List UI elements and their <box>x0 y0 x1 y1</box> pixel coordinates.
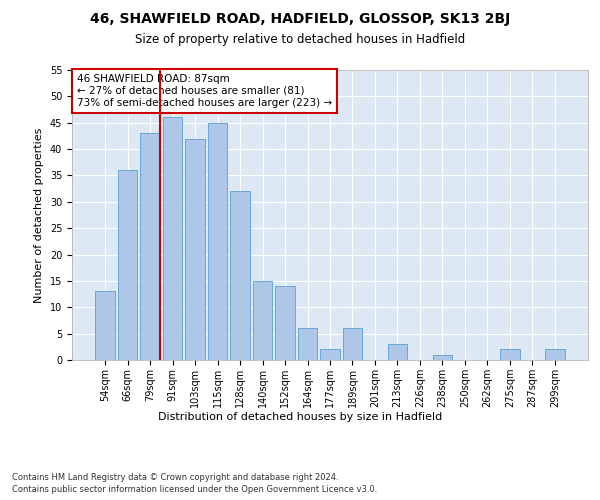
Bar <box>298 328 317 360</box>
Bar <box>545 350 565 360</box>
Bar <box>230 192 250 360</box>
Bar <box>500 350 520 360</box>
Bar <box>388 344 407 360</box>
Bar <box>320 350 340 360</box>
Bar <box>253 281 272 360</box>
Text: Size of property relative to detached houses in Hadfield: Size of property relative to detached ho… <box>135 32 465 46</box>
Bar <box>140 134 160 360</box>
Bar <box>275 286 295 360</box>
Bar <box>208 122 227 360</box>
Text: 46 SHAWFIELD ROAD: 87sqm
← 27% of detached houses are smaller (81)
73% of semi-d: 46 SHAWFIELD ROAD: 87sqm ← 27% of detach… <box>77 74 332 108</box>
Bar <box>118 170 137 360</box>
Text: Distribution of detached houses by size in Hadfield: Distribution of detached houses by size … <box>158 412 442 422</box>
Text: Contains public sector information licensed under the Open Government Licence v3: Contains public sector information licen… <box>12 485 377 494</box>
Y-axis label: Number of detached properties: Number of detached properties <box>34 128 44 302</box>
Bar <box>185 138 205 360</box>
Bar <box>433 354 452 360</box>
Bar <box>95 292 115 360</box>
Bar <box>343 328 362 360</box>
Text: 46, SHAWFIELD ROAD, HADFIELD, GLOSSOP, SK13 2BJ: 46, SHAWFIELD ROAD, HADFIELD, GLOSSOP, S… <box>90 12 510 26</box>
Text: Contains HM Land Registry data © Crown copyright and database right 2024.: Contains HM Land Registry data © Crown c… <box>12 472 338 482</box>
Bar <box>163 118 182 360</box>
